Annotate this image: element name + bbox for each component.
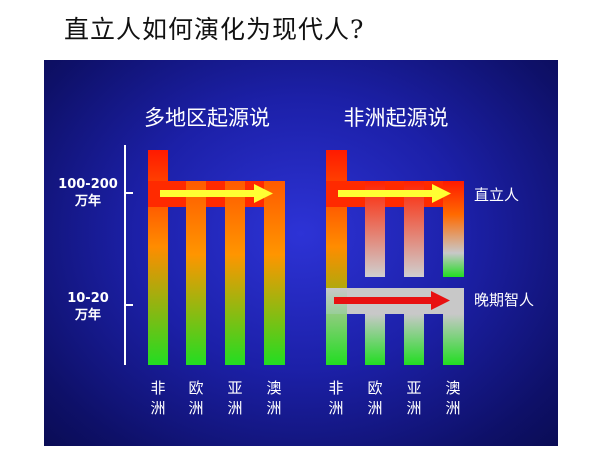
- right-arrow-bottom: [334, 291, 450, 310]
- right-bar-australia-upper: [443, 181, 464, 277]
- label-homo-erectus: 直立人: [474, 186, 519, 204]
- right-column-label-0: 洲: [328, 399, 343, 417]
- right-column-label-0: 非: [328, 379, 343, 397]
- diagram-panel: [44, 60, 558, 446]
- y-label-top-line1: 100-200: [58, 177, 118, 192]
- page-title: 直立人如何演化为现代人?: [64, 15, 365, 44]
- right-arrow-top: [338, 184, 451, 203]
- right-column-label-1: 欧: [367, 379, 382, 397]
- left-column-label-3: 澳: [266, 379, 281, 397]
- right-column-label-2: 洲: [406, 399, 421, 417]
- right-bar-europe-upper: [365, 181, 385, 277]
- right-column-label-3: 澳: [445, 379, 460, 397]
- right-column-label-3: 洲: [445, 399, 460, 417]
- left-column-label-1: 欧: [188, 379, 203, 397]
- left-bar-asia: [225, 181, 245, 365]
- left-bar-australia: [264, 181, 285, 365]
- right-column-label-1: 洲: [367, 399, 382, 417]
- y-label-bottom-line2: 万年: [74, 307, 101, 323]
- left-heading: 多地区起源说: [144, 106, 270, 130]
- left-column-label-1: 洲: [188, 399, 203, 417]
- right-column-label-2: 亚: [406, 379, 421, 397]
- right-bar-europe-lower: [365, 314, 385, 365]
- right-bar-asia-upper: [404, 181, 424, 277]
- label-late-homo-sapiens: 晚期智人: [474, 291, 534, 309]
- left-column-label-3: 洲: [266, 399, 281, 417]
- left-column-label-0: 非: [150, 379, 165, 397]
- left-column-label-2: 亚: [227, 379, 242, 397]
- y-label-bottom-line1: 10-20: [67, 291, 109, 306]
- y-label-top-line2: 万年: [74, 193, 101, 209]
- left-arrow: [160, 184, 273, 203]
- right-bar-africa-lower: [326, 288, 347, 365]
- right-bar-australia-lower: [443, 314, 464, 365]
- left-bar-europe: [186, 181, 206, 365]
- left-column-label-2: 洲: [227, 399, 242, 417]
- right-heading: 非洲起源说: [344, 106, 449, 130]
- right-bar-asia-lower: [404, 314, 424, 365]
- left-column-label-0: 洲: [150, 399, 165, 417]
